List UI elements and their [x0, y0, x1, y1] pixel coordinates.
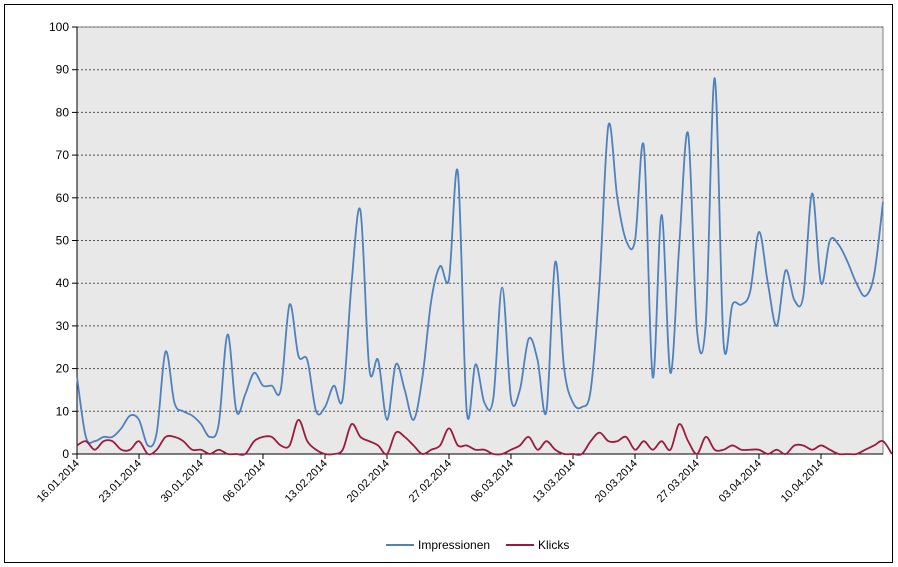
x-axis: 16.01.2014 23.01.2014 30.01.2014 06.02.2014… [35, 454, 883, 505]
x-tick-label: 13.02.2014 [283, 458, 330, 505]
legend-label: Klicks [538, 538, 569, 552]
legend-label: Impressionen [418, 538, 490, 552]
y-tick-label: 90 [56, 63, 70, 77]
x-tick-label: 16.01.2014 [35, 458, 82, 505]
x-tick-label: 23.01.2014 [97, 458, 144, 505]
y-tick-label: 40 [56, 276, 70, 290]
x-tick-label: 20.03.2014 [593, 458, 640, 505]
y-tick-label: 10 [56, 404, 70, 418]
y-tick-label: 70 [56, 148, 70, 162]
x-tick-label: 03.04.2014 [717, 458, 764, 505]
x-tick-label: 30.01.2014 [159, 458, 206, 505]
y-tick-label: 0 [62, 447, 69, 461]
y-axis: 0 10 20 30 40 50 60 70 80 90 100 [49, 20, 77, 461]
x-tick-label: 10.04.2014 [779, 458, 826, 505]
x-tick-label: 13.03.2014 [531, 458, 578, 505]
y-tick-label: 30 [56, 319, 70, 333]
y-tick-label: 20 [56, 362, 70, 376]
y-tick-label: 80 [56, 105, 70, 119]
y-tick-label: 100 [49, 20, 69, 34]
x-tick-label: 20.02.2014 [345, 458, 392, 505]
legend: Impressionen Klicks [386, 538, 569, 552]
y-tick-label: 60 [56, 191, 70, 205]
x-tick-label: 27.02.2014 [407, 458, 454, 505]
y-tick-label: 50 [56, 234, 70, 248]
x-tick-label: 06.03.2014 [469, 458, 516, 505]
x-tick-label: 06.02.2014 [221, 458, 268, 505]
x-tick-label: 27.03.2014 [655, 458, 702, 505]
